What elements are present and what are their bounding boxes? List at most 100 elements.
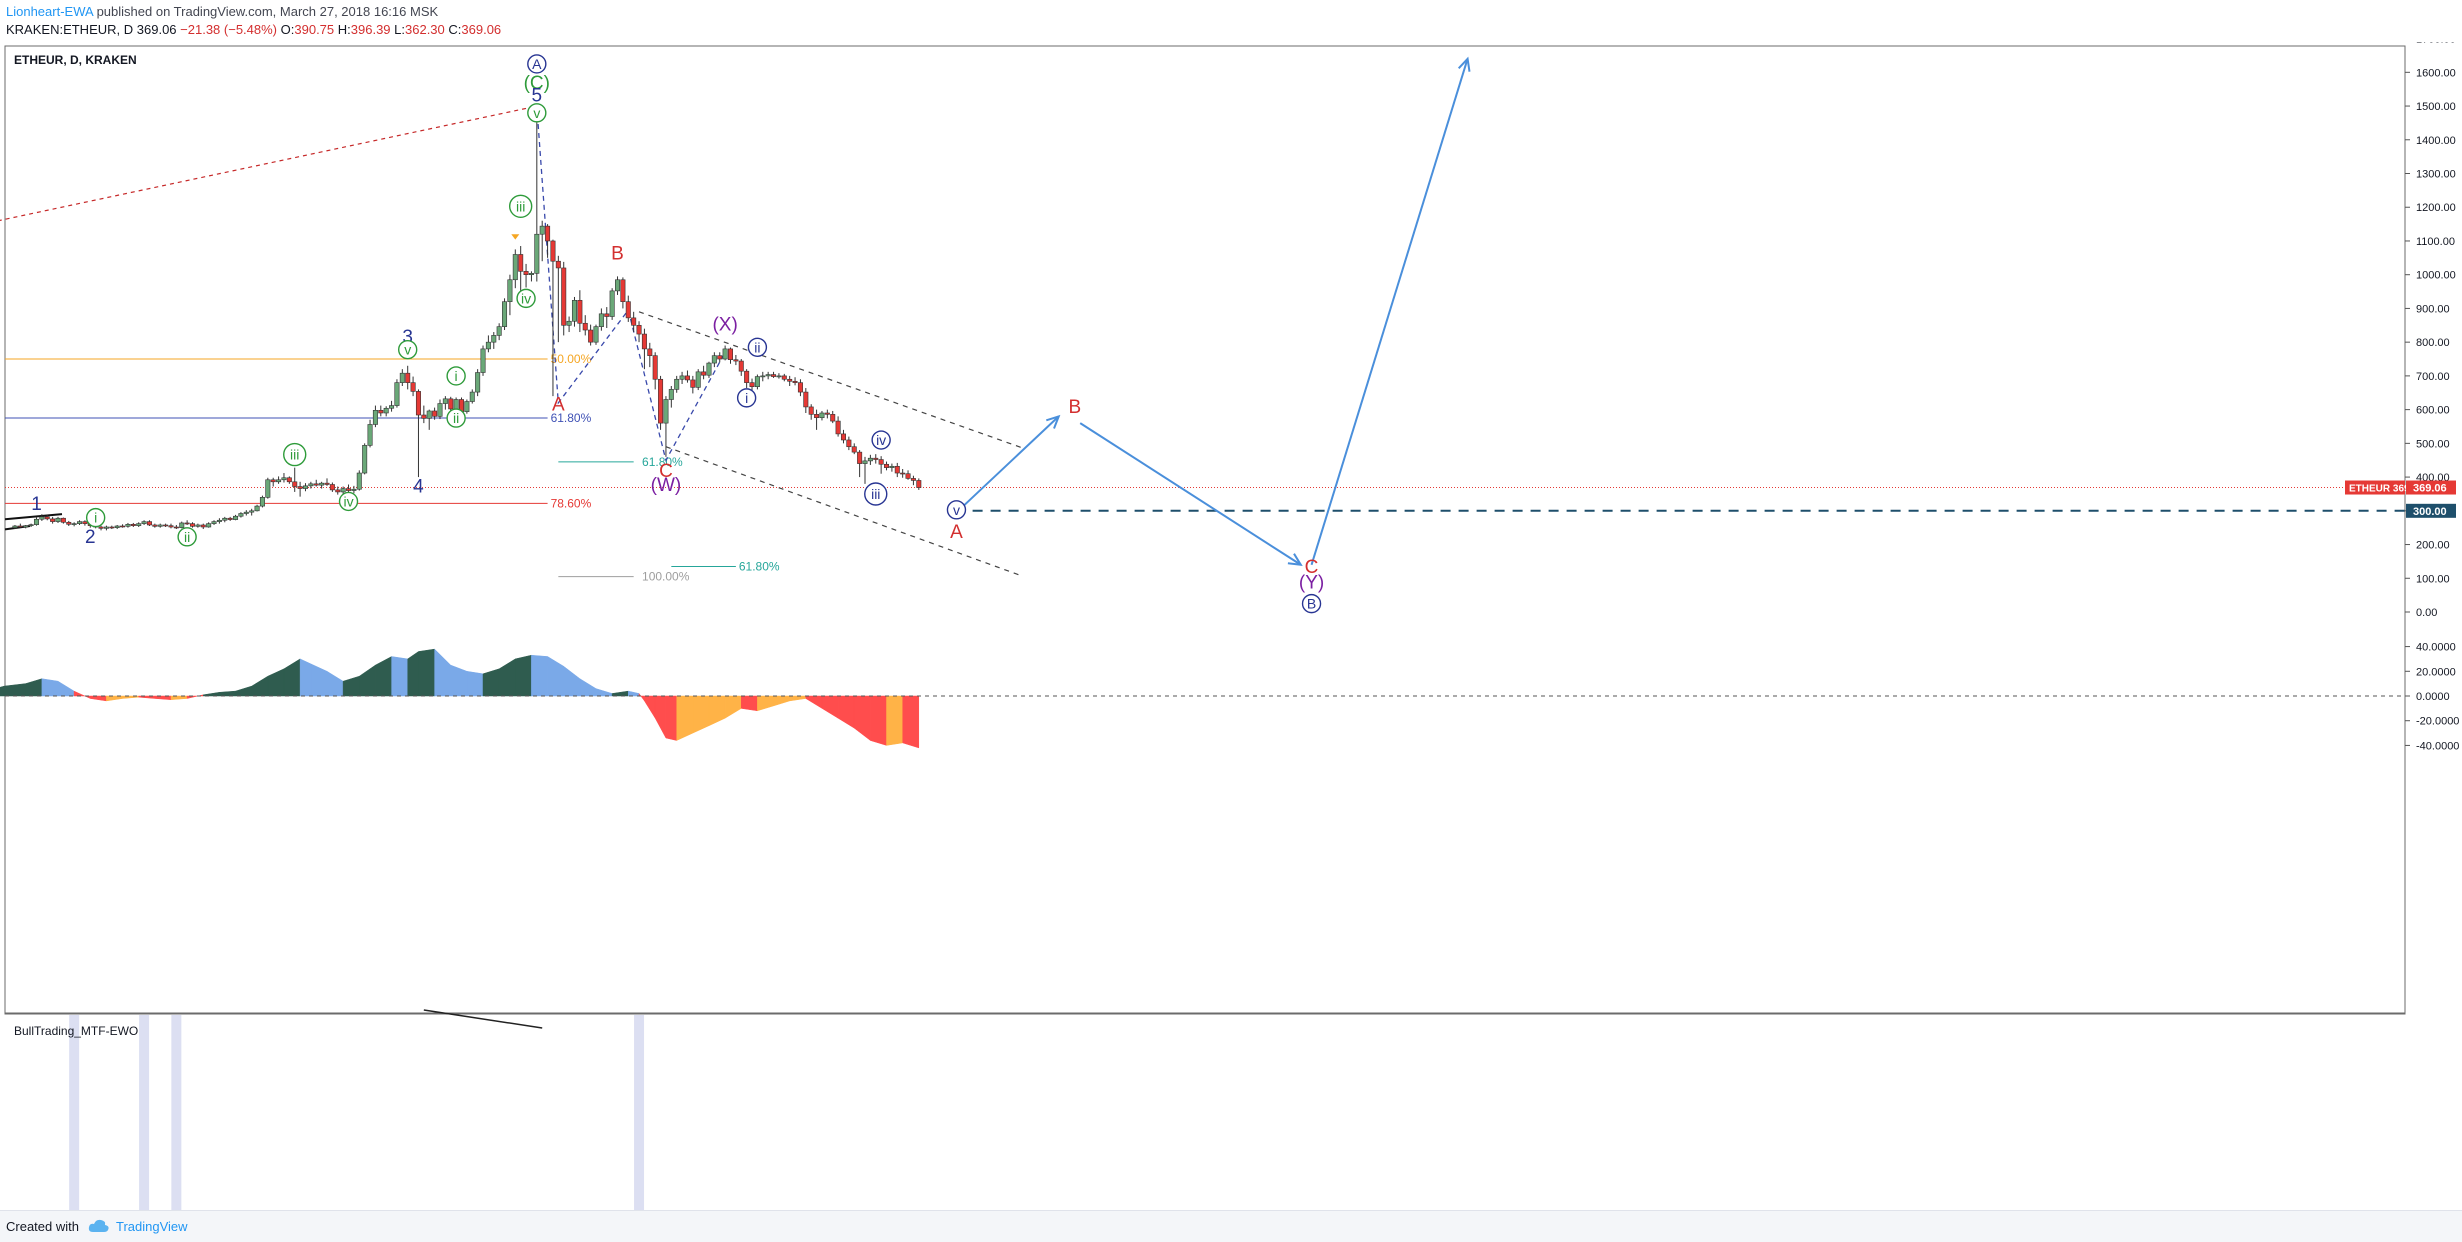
- candle-body: [453, 399, 459, 410]
- candle-body: [593, 326, 599, 343]
- wave-label-6: 3: [402, 327, 413, 348]
- candle-body: [421, 414, 427, 419]
- wave-label-31: B: [1307, 596, 1316, 612]
- price-tick-label-17: 0.00: [2416, 607, 2437, 619]
- ewo-bar: [407, 651, 419, 697]
- ewo-highlight-band-3: [634, 1015, 645, 1210]
- wave-label-27: A: [950, 522, 963, 543]
- candle-body: [884, 463, 890, 468]
- candle-body: [12, 525, 18, 528]
- candle-body: [674, 378, 680, 390]
- candle-body: [523, 271, 529, 275]
- candle-body: [98, 526, 104, 529]
- last-price-badge: [2406, 480, 2456, 495]
- author-link[interactable]: Lionheart-EWA: [6, 4, 93, 19]
- wave-label-circle-23: [747, 337, 768, 357]
- candle-body: [889, 465, 895, 468]
- candle-body: [389, 405, 395, 409]
- ewo-highlight-band-2: [171, 1015, 182, 1210]
- candle-body: [437, 403, 443, 417]
- candle-body: [383, 407, 389, 414]
- low-value: 362.30: [405, 22, 445, 37]
- wave-label-21: (X): [712, 314, 737, 335]
- candle-body: [367, 424, 373, 446]
- candle-body: [727, 348, 733, 360]
- candle-body: [894, 465, 900, 474]
- candle-body: [163, 524, 169, 527]
- symbol-label: KRAKEN:ETHEUR, D: [6, 22, 134, 37]
- wave-label-circle-2: [85, 507, 106, 528]
- candle-body: [190, 523, 196, 527]
- candle-body: [71, 523, 77, 525]
- candle-body: [738, 360, 744, 372]
- candle-body: [33, 518, 39, 525]
- tradingview-brand[interactable]: TradingView: [116, 1219, 188, 1234]
- candle-body: [136, 523, 142, 526]
- candle-body: [539, 225, 545, 235]
- candle-body: [399, 372, 405, 383]
- channel-lower-line: [665, 446, 1022, 577]
- projection-arrow-up-line: [961, 415, 1060, 509]
- wave-label-9: i: [455, 368, 458, 384]
- candle-body: [641, 333, 647, 350]
- wave-label-3: ii: [184, 529, 190, 545]
- level-price-value: 300.00: [2413, 506, 2447, 518]
- quote-line: KRAKEN:ETHEUR, D 369.06 −21.38 (−5.48%) …: [6, 22, 501, 37]
- price-tick-label-7: 1000.00: [2416, 270, 2456, 282]
- ewo-pane: 40.0000 20.0000 0.0000 -20.0000 -40.0000: [0, 642, 2459, 1210]
- fib-level-label-2: 78.60%: [551, 496, 592, 510]
- candle-body: [615, 279, 621, 292]
- wave-label-circle-12: [516, 288, 536, 309]
- red-dotted-trendline: [0, 105, 537, 221]
- candle-body: [846, 439, 852, 448]
- price-tick-label-6: 1100.00: [2416, 236, 2455, 248]
- candle-body: [550, 240, 556, 262]
- close-value: 369.06: [461, 22, 502, 37]
- wave-label-1: 2: [85, 527, 96, 548]
- ewo-bar: [515, 654, 532, 697]
- ewo-tick-label-4: -40.0000: [2416, 740, 2459, 752]
- candle-body: [717, 355, 723, 360]
- ewo-bar: [391, 656, 408, 697]
- candle-body: [598, 313, 604, 327]
- ewo-bar: [482, 668, 500, 697]
- candle-body: [415, 391, 421, 416]
- candle-body: [604, 313, 610, 317]
- candle-body: [254, 505, 260, 512]
- candle-body: [152, 524, 158, 527]
- candle-body: [426, 410, 432, 419]
- candle-body: [518, 254, 524, 272]
- wave-label-circle-3: [177, 527, 197, 547]
- candle-body: [867, 457, 873, 462]
- candle-body: [265, 479, 271, 498]
- candle-body: [308, 483, 314, 487]
- wave-label-16: v: [533, 105, 540, 121]
- open-value: 390.75: [294, 22, 335, 37]
- ewo-bar: [741, 695, 758, 712]
- wave-label-14: (C): [524, 73, 550, 94]
- candle-body: [722, 348, 728, 360]
- ewo-highlight-band-1: [139, 1015, 150, 1210]
- close-label: C:: [448, 22, 462, 37]
- candle-body: [286, 477, 292, 483]
- candle-body: [259, 497, 265, 507]
- level-price-badge: [2406, 503, 2456, 518]
- candle-body: [362, 445, 368, 474]
- candle-body: [496, 326, 502, 336]
- drawings: 50.00% 61.80% 78.60% 61.80% 61.80% 100.00%: [0, 56, 2405, 584]
- wave-label-circle-31: [1301, 593, 1322, 614]
- candle-body: [491, 335, 497, 343]
- candle-body: [647, 348, 653, 356]
- candle-body: [636, 324, 642, 335]
- candle-body: [66, 521, 72, 525]
- candle-body: [432, 410, 438, 417]
- candle-body: [857, 451, 863, 464]
- candle-body: [125, 524, 131, 527]
- candle-body: [469, 391, 475, 402]
- candle-body: [797, 382, 803, 393]
- candle-body: [588, 329, 594, 343]
- candle-body: [814, 414, 820, 419]
- candle-body: [658, 378, 664, 424]
- wave-label-8: 4: [413, 476, 424, 497]
